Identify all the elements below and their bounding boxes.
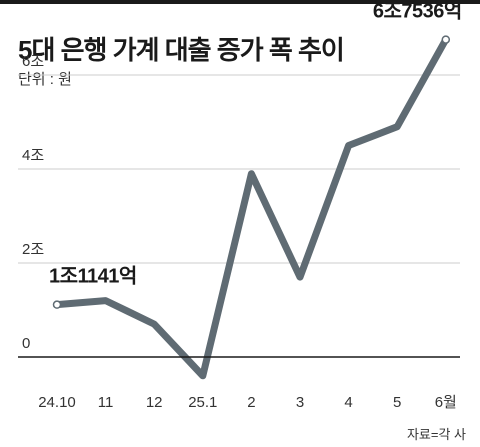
- top-rule: [0, 0, 480, 4]
- chart-title: 5대 은행 가계 대출 증가 폭 추이: [18, 35, 345, 65]
- series-line: [53, 36, 450, 380]
- data-label: 6조7536억: [373, 0, 462, 23]
- x-tick-label: 5: [393, 394, 401, 411]
- x-tick-label: 11: [98, 394, 114, 411]
- y-tick-label: 0: [22, 335, 30, 352]
- data-point-marker: [441, 35, 451, 44]
- x-tick-label: 6월: [435, 394, 457, 411]
- source-label: 자료=각 사: [406, 427, 466, 442]
- x-tick-label: 24.10: [38, 394, 76, 411]
- y-tick-label: 6조: [22, 53, 44, 70]
- x-tick-label: 12: [146, 394, 163, 411]
- data-point-marker: [52, 300, 62, 309]
- x-tick-label: 25.1: [188, 394, 217, 411]
- data-label: 1조1141억: [49, 265, 137, 288]
- x-tick-label: 2: [247, 394, 255, 411]
- x-tick-label: 4: [344, 394, 352, 411]
- y-tick-label: 2조: [22, 241, 44, 258]
- x-tick-label: 3: [296, 394, 304, 411]
- y-tick-label: 4조: [22, 147, 44, 164]
